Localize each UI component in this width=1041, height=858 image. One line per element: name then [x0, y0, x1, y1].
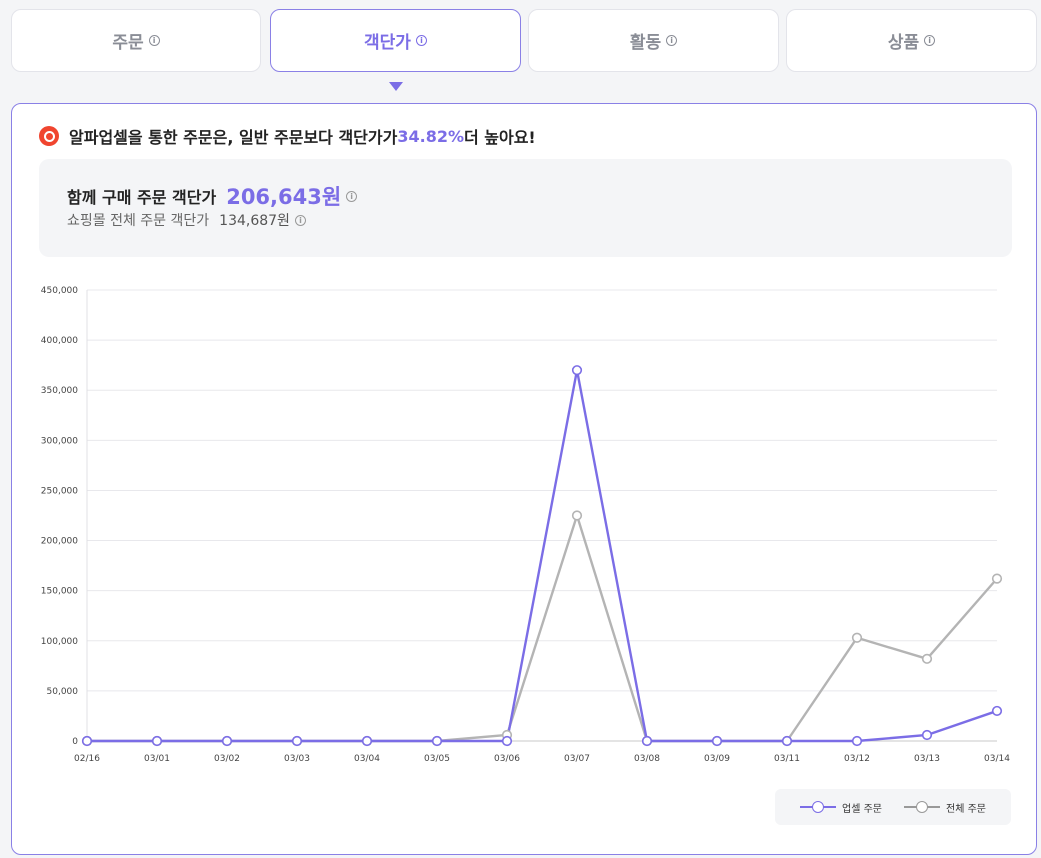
legend-label-upsell: 업셀 주문 [842, 803, 882, 815]
legend-swatch-upsell-icon [800, 801, 837, 813]
primary-label: 함께 구매 주문 객단가 [67, 188, 217, 207]
data-point [991, 705, 1003, 717]
data-point [711, 735, 723, 747]
summary-secondary-row: 쇼핑몰 전체 주문 객단가 134,687원 i [67, 210, 306, 230]
series-line [87, 368, 998, 743]
headline-highlight: 34.82% [397, 126, 464, 146]
y-tick-label: 350,000 [41, 386, 78, 396]
y-tick-label: 0 [72, 737, 78, 747]
data-point [921, 729, 933, 741]
data-point [781, 735, 793, 747]
y-tick-label: 450,000 [41, 286, 78, 296]
data-point [81, 735, 93, 747]
x-tick-label: 03/12 [844, 754, 870, 764]
info-icon[interactable]: i [294, 214, 306, 226]
x-tick-label: 03/07 [564, 754, 590, 764]
line-chart: 0 50,000 100,000 150,000 200,000 250,000 300,0… [41, 286, 1010, 764]
y-tick-label: 100,000 [41, 637, 78, 647]
info-icon[interactable]: i [924, 35, 936, 46]
data-point [221, 735, 233, 747]
data-point [361, 735, 373, 747]
data-point [921, 653, 933, 664]
data-point [991, 573, 1003, 584]
tab-activity-label: 활동 [629, 33, 662, 53]
info-icon[interactable]: i [415, 35, 427, 46]
tab-activity[interactable]: 활동 i [528, 9, 779, 72]
x-tick-label: 03/09 [704, 754, 730, 764]
data-point [291, 735, 303, 747]
alpha-upsell-logo-icon [39, 126, 59, 146]
primary-value: 206,643원 [226, 185, 342, 209]
tab-products-label: 상품 [887, 33, 920, 53]
tab-products[interactable]: 상품 i [786, 9, 1037, 72]
data-point [571, 510, 583, 521]
y-tick-label: 250,000 [41, 486, 78, 496]
tab-bar: 주문 i 객단가 i 활동 i 상품 i [11, 9, 1037, 72]
legend-item-upsell[interactable]: 업셀 주문 [800, 800, 882, 815]
summary-box: 함께 구매 주문 객단가 206,643원 i 쇼핑몰 전체 주문 객단가 13… [39, 159, 1012, 257]
headline-suffix: 더 높아요! [463, 128, 536, 147]
x-tick-label: 03/05 [424, 754, 450, 764]
data-point [851, 735, 863, 747]
secondary-label: 쇼핑몰 전체 주문 객단가 [67, 213, 210, 229]
info-icon[interactable]: i [666, 35, 678, 46]
data-point [851, 632, 863, 643]
tab-orders[interactable]: 주문 i [11, 9, 261, 72]
legend-item-total[interactable]: 전체 주문 [904, 800, 986, 815]
y-tick-label: 150,000 [41, 587, 78, 597]
y-tick-label: 50,000 [47, 687, 79, 697]
secondary-value: 134,687원 [219, 213, 290, 229]
data-point [151, 735, 163, 747]
data-point [431, 735, 443, 747]
x-tick-label: 03/03 [284, 754, 310, 764]
x-tick-label: 03/11 [774, 754, 800, 764]
x-tick-label: 02/16 [74, 754, 100, 764]
tab-aov-label: 객단가 [364, 33, 411, 53]
data-point [571, 365, 583, 376]
info-icon[interactable]: i [346, 190, 358, 202]
legend-label-total: 전체 주문 [946, 803, 986, 815]
headline: 알파업셀을 통한 주문은, 일반 주문보다 객단가가 34.82% 더 높아요! [39, 124, 536, 148]
summary-primary-row: 함께 구매 주문 객단가 206,643원 i [67, 181, 358, 211]
x-tick-label: 03/08 [634, 754, 660, 764]
tab-orders-label: 주문 [112, 33, 144, 53]
tab-average-order-value[interactable]: 객단가 i [270, 9, 521, 72]
x-tick-label: 03/04 [354, 754, 380, 764]
x-tick-label: 03/06 [494, 754, 520, 764]
x-tick-label: 03/14 [984, 754, 1010, 764]
y-tick-label: 200,000 [41, 537, 78, 547]
active-tab-pointer-icon [389, 82, 403, 91]
info-icon[interactable]: i [148, 35, 160, 46]
data-point [501, 735, 513, 747]
aov-panel: 알파업셀을 통한 주문은, 일반 주문보다 객단가가 34.82% 더 높아요! … [11, 103, 1037, 855]
y-tick-label: 400,000 [41, 336, 78, 346]
x-tick-label: 03/02 [214, 754, 240, 764]
x-tick-label: 03/01 [144, 754, 170, 764]
headline-prefix: 알파업셀을 통한 주문은, 일반 주문보다 객단가가 [69, 128, 398, 147]
chart-legend: 업셀 주문 전체 주문 [775, 789, 1011, 825]
legend-swatch-total-icon [904, 801, 940, 813]
y-tick-label: 300,000 [41, 436, 78, 446]
x-tick-label: 03/13 [914, 754, 940, 764]
data-point [641, 735, 653, 747]
